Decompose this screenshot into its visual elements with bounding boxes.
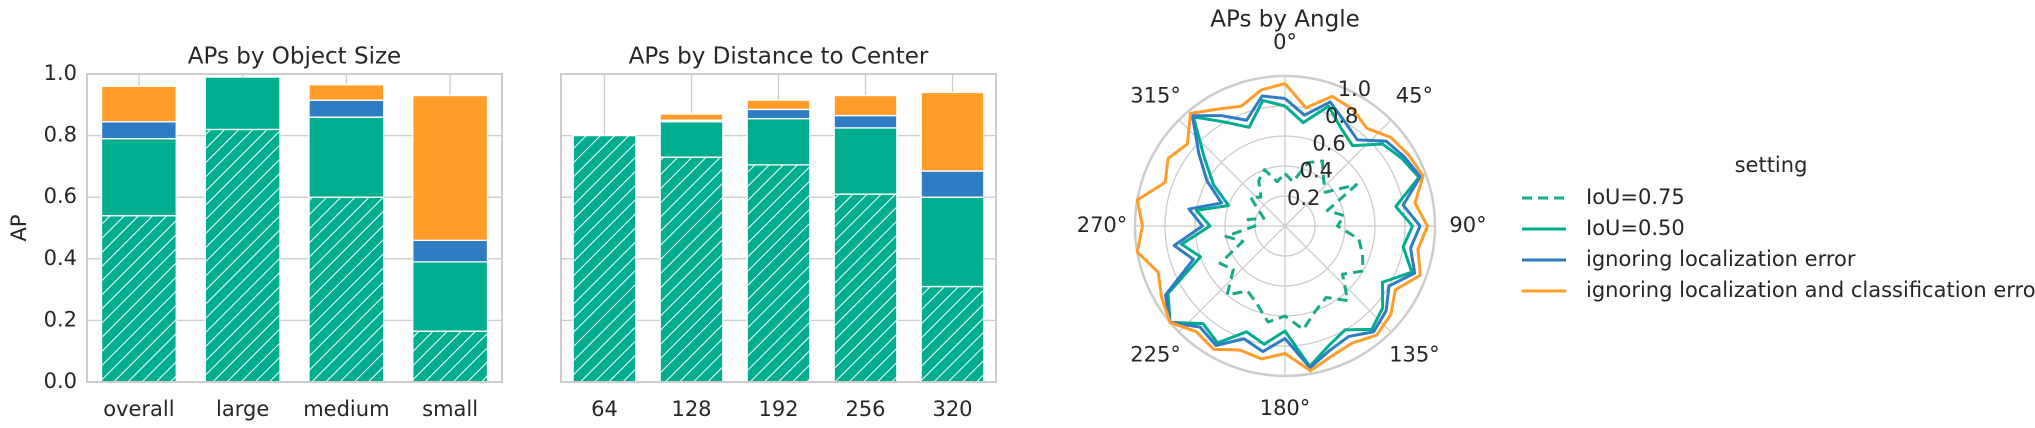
axes-frame <box>560 73 997 383</box>
bar-segment <box>100 215 177 383</box>
x-tick-label: large <box>216 397 269 421</box>
theta-tick-label: 45° <box>1396 84 1433 108</box>
theta-tick-label: 90° <box>1449 213 1486 237</box>
bar-segment <box>412 261 489 332</box>
bar-segment <box>100 138 177 217</box>
theta-grid-line <box>1284 225 1392 333</box>
polar-line <box>1166 98 1421 368</box>
x-tick-label: 64 <box>591 397 618 421</box>
bar-segment <box>746 99 811 111</box>
bar-segment <box>920 170 985 198</box>
x-tick-label: 192 <box>758 397 798 421</box>
bar-segment <box>833 193 898 383</box>
bar-segment <box>572 134 637 383</box>
bar-segment <box>412 94 489 241</box>
bar-segment <box>659 113 724 121</box>
theta-tick-label: 180° <box>1260 396 1311 420</box>
polar-line <box>1218 159 1365 331</box>
x-tick-label: 320 <box>932 397 972 421</box>
bar-segment <box>833 114 898 129</box>
bar-segment <box>833 94 898 117</box>
y-tick-label: 0.6 <box>44 184 77 208</box>
r-tick-label: 0.8 <box>1325 104 1358 128</box>
legend-title: setting <box>1735 153 1808 177</box>
theta-tick-label: 135° <box>1389 342 1440 366</box>
bar-segment <box>920 91 985 172</box>
legend-label: IoU=0.75 <box>1586 185 1685 209</box>
theta-tick-label: 225° <box>1130 342 1181 366</box>
y-tick-label: 0.8 <box>44 123 77 147</box>
chart-title: APs by Object Size <box>188 44 401 70</box>
x-tick-label: 256 <box>845 397 885 421</box>
chart-title: APs by Distance to Center <box>629 44 929 70</box>
legend-label: ignoring localization error <box>1586 247 1856 271</box>
bar-segment <box>308 99 385 118</box>
polar-line <box>1163 94 1422 370</box>
bar-segment <box>204 128 281 383</box>
bar-segment <box>746 108 811 120</box>
y-tick-label: 0.4 <box>44 246 77 270</box>
bar-segment <box>920 285 985 383</box>
bar-segment <box>100 121 177 140</box>
y-tick-label: 0.0 <box>44 369 77 393</box>
bar-segment <box>833 127 898 195</box>
theta-tick-label: 315° <box>1130 84 1181 108</box>
x-tick-label: small <box>422 397 478 421</box>
axes-frame <box>86 73 503 383</box>
radial-grid-line <box>1133 74 1437 378</box>
bar-segment <box>746 118 811 166</box>
bar-segment <box>100 85 177 123</box>
y-tick-label: 1.0 <box>44 61 77 85</box>
bar-segment <box>308 116 385 198</box>
bar-segment <box>204 76 281 131</box>
theta-tick-label: 270° <box>1077 213 1128 237</box>
bar-segment <box>659 121 724 158</box>
bar-segment <box>920 196 985 288</box>
bar-segment <box>412 330 489 383</box>
x-tick-label: overall <box>103 397 174 421</box>
r-tick-label: 1.0 <box>1338 77 1371 101</box>
bar-segment <box>308 196 385 383</box>
bar-segment <box>746 164 811 383</box>
bar-segment <box>308 84 385 101</box>
r-tick-label: 0.6 <box>1312 131 1345 155</box>
r-tick-label: 0.2 <box>1287 186 1320 210</box>
bar-segment <box>412 239 489 263</box>
y-axis-label: AP <box>7 214 31 241</box>
r-tick-label: 0.4 <box>1300 159 1333 183</box>
x-tick-label: 128 <box>671 397 711 421</box>
x-tick-label: medium <box>303 397 389 421</box>
theta-grid-line <box>1284 119 1392 227</box>
radial-grid-line <box>1224 165 1346 287</box>
legend-label: IoU=0.50 <box>1586 216 1685 240</box>
polar-line <box>1135 82 1429 373</box>
y-tick-label: 0.2 <box>44 307 77 331</box>
bar-segment <box>659 156 724 383</box>
chart-title: APs by Angle <box>1210 7 1359 33</box>
legend-label: ignoring localization and classification… <box>1586 278 2035 302</box>
theta-tick-label: 0° <box>1273 30 1297 54</box>
